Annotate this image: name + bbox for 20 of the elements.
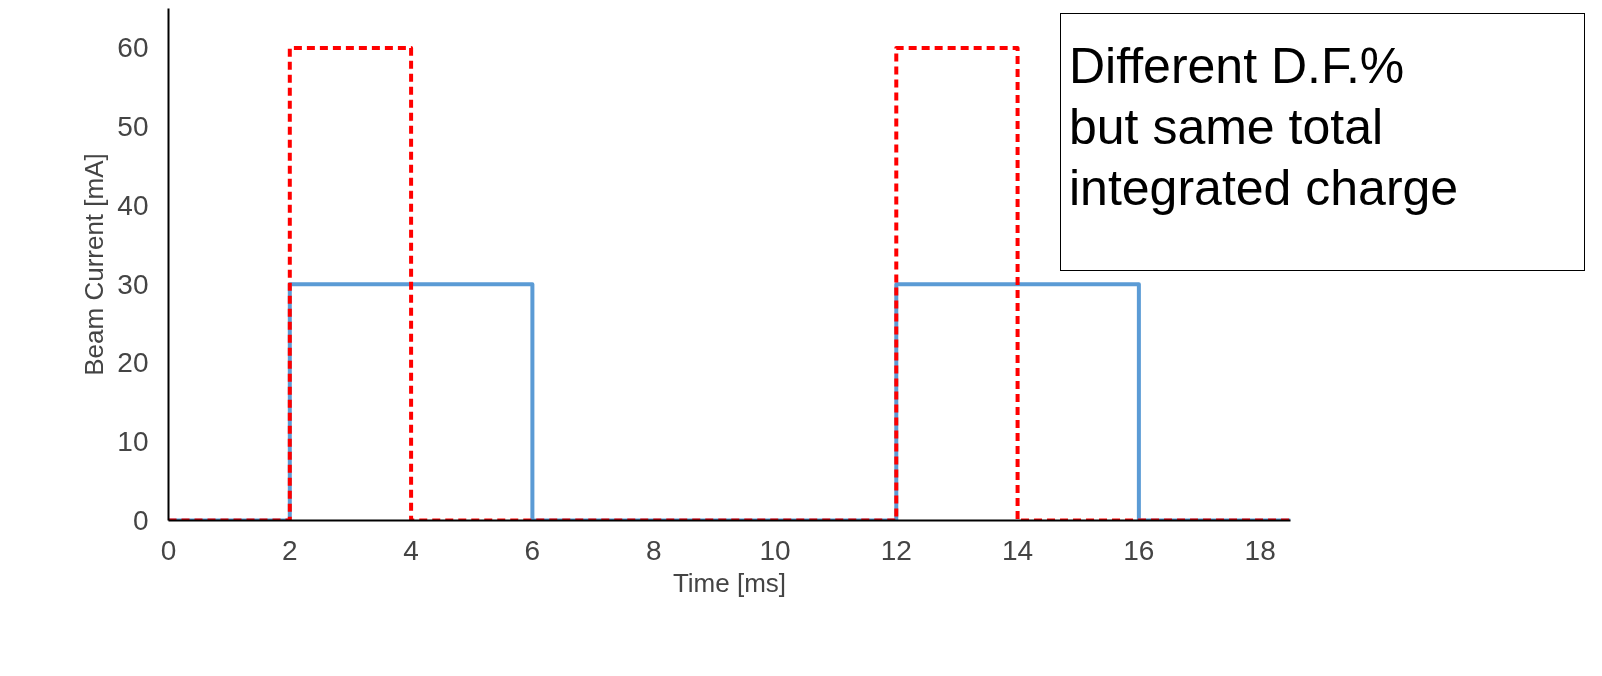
x-tick-label: 6	[524, 534, 541, 566]
y-tick-label: 40	[117, 189, 149, 221]
x-tick-label: 2	[282, 534, 298, 566]
x-tick-label: 18	[1244, 534, 1276, 566]
y-tick-label: 60	[117, 32, 149, 64]
annotation: Different D.F.% but same total integrated charge	[1069, 37, 1459, 218]
x-tick-label: 8	[645, 534, 662, 566]
y-tick-label: 20	[117, 347, 149, 379]
y-tick-label: 10	[117, 426, 149, 458]
y-axis-title: Beam Current [mA]	[79, 153, 110, 376]
x-tick-label: 16	[1123, 534, 1155, 566]
x-tick-label: 12	[880, 534, 912, 566]
x-tick-label: 10	[759, 534, 791, 566]
y-tick-label: 50	[117, 111, 149, 143]
x-axis-title: Time [ms]	[672, 567, 787, 598]
x-tick-label: 14	[1002, 534, 1034, 566]
y-tick-label: 30	[117, 268, 149, 300]
x-tick-label: 0	[160, 534, 177, 566]
y-tick-label: 0	[132, 505, 149, 536]
x-tick-label: 4	[403, 534, 419, 566]
